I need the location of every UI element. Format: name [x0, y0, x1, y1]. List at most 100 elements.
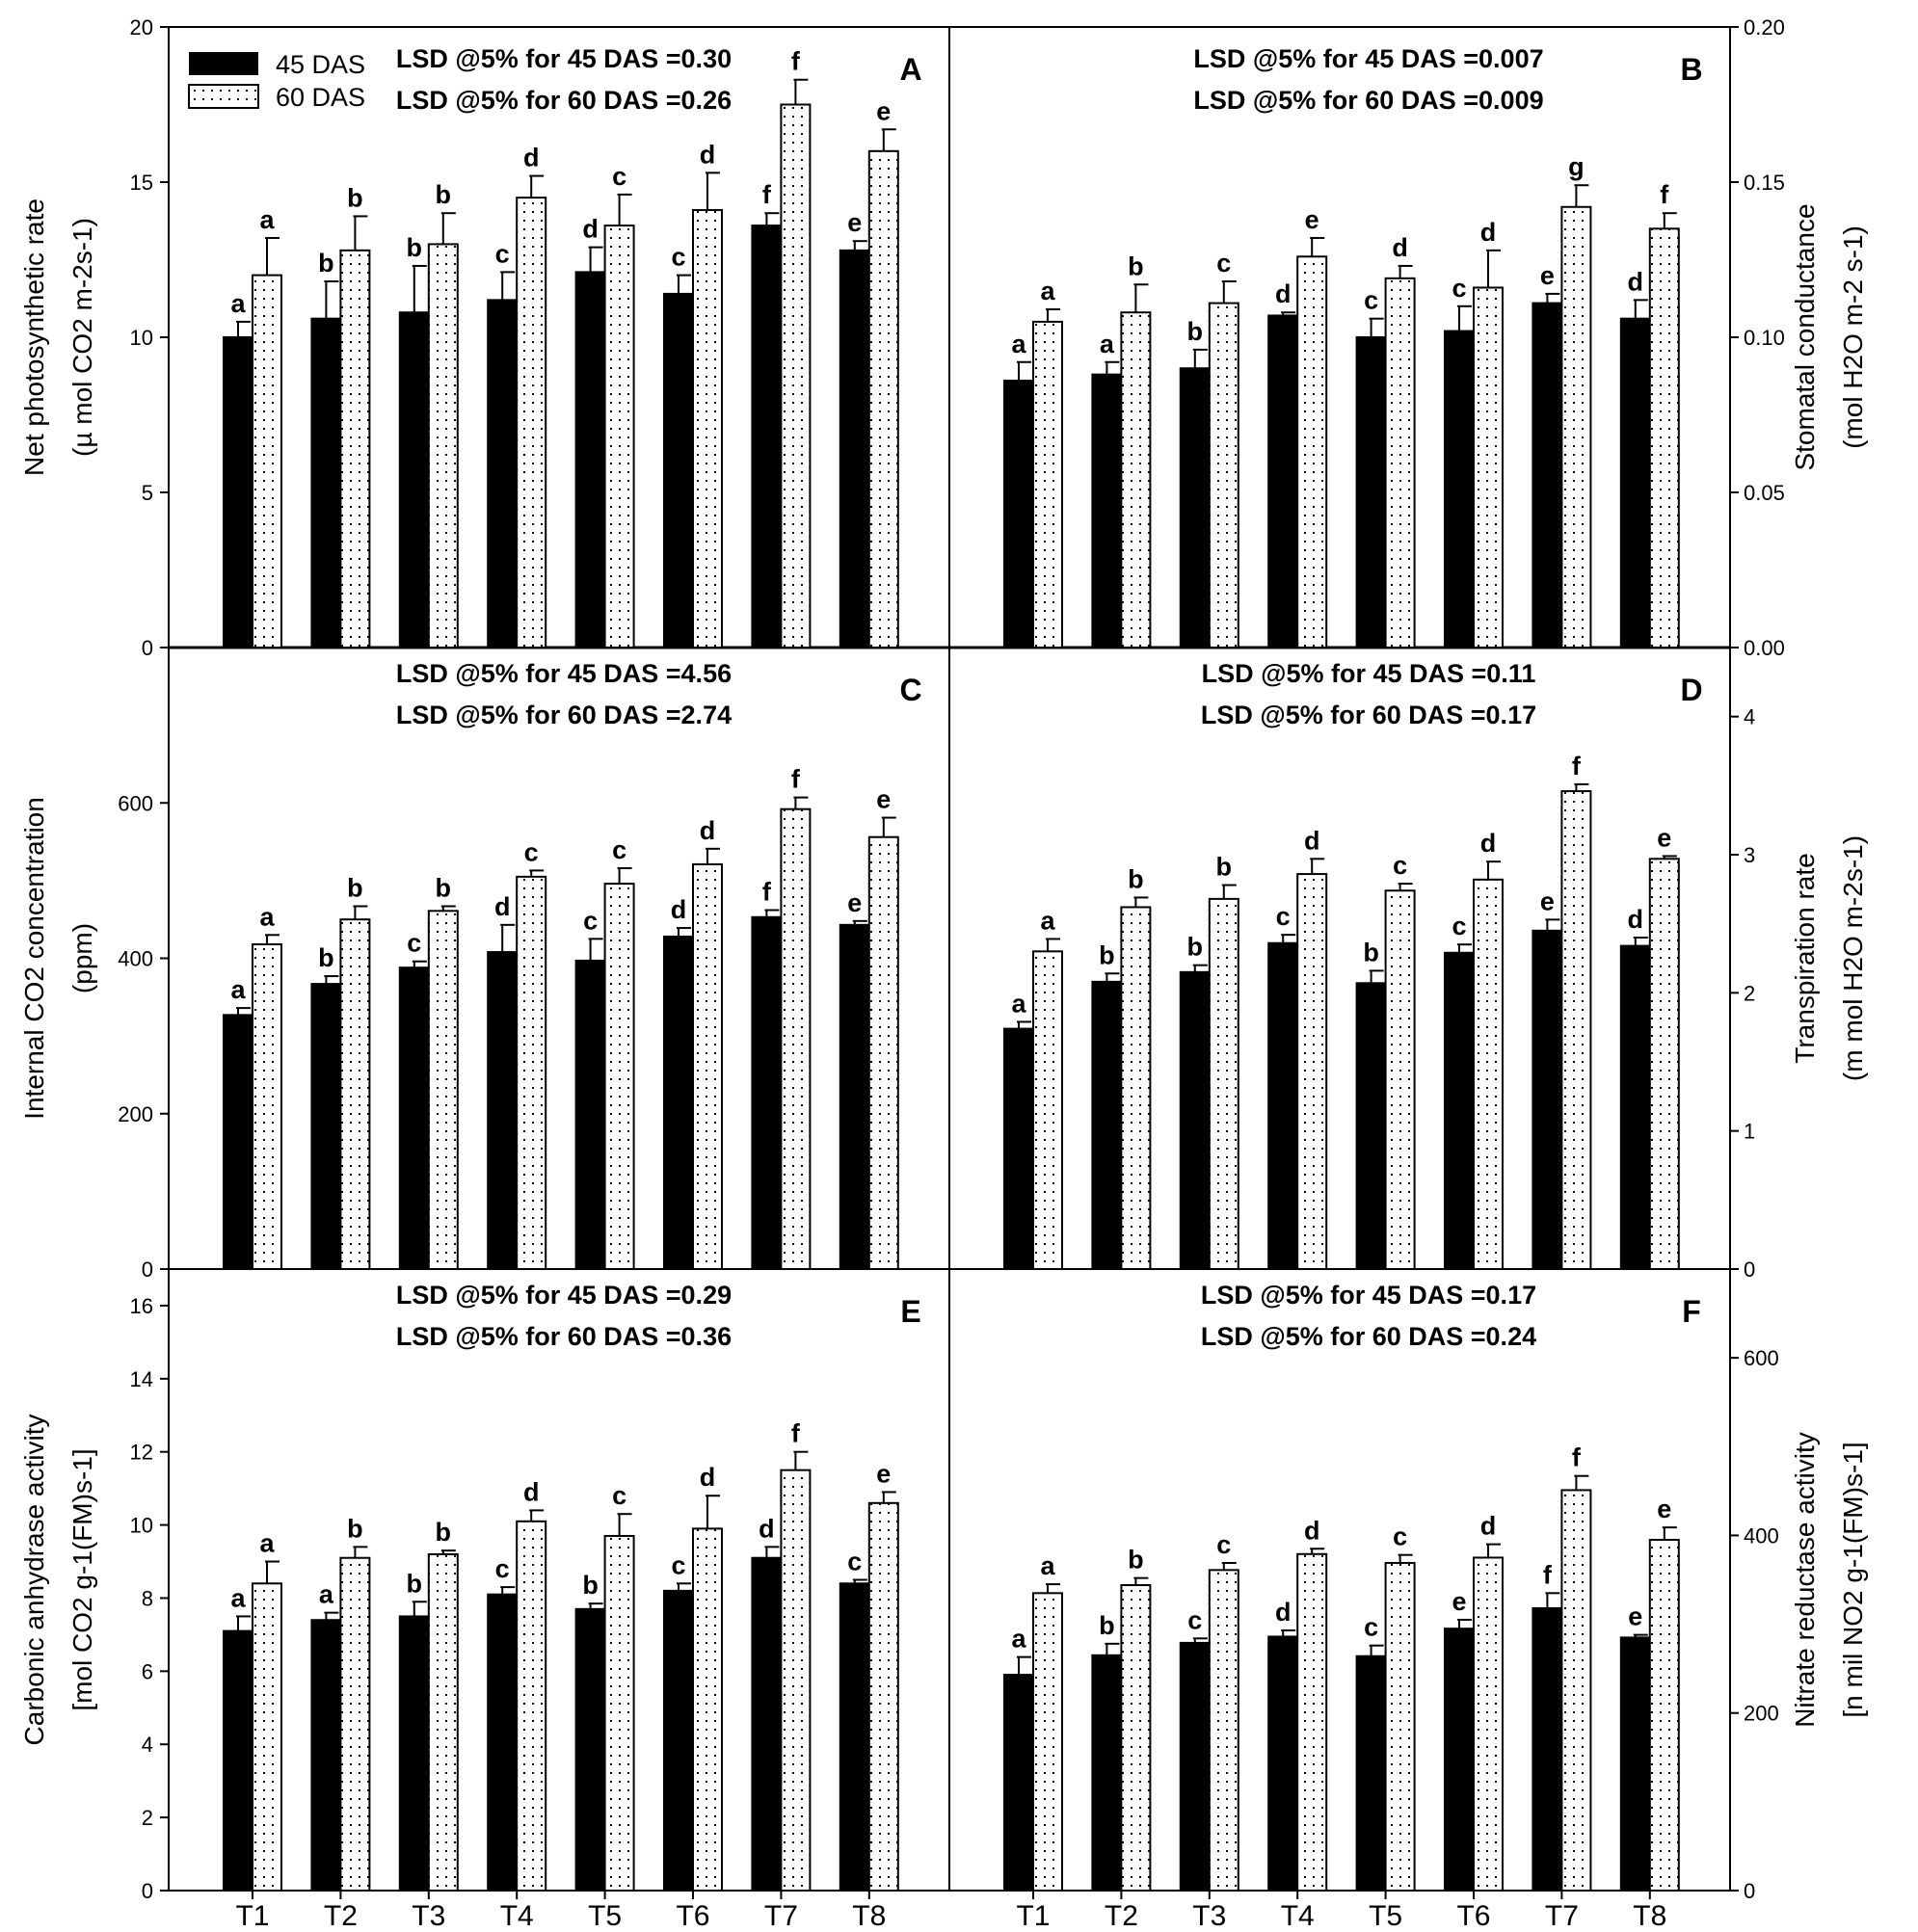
significance-letter: f: [791, 1419, 801, 1448]
bar-60das: [339, 918, 371, 1270]
panel-e: 0 2 4 6 8 10 12 14 16 Carbonic anhydrase activity…: [19, 1281, 921, 1932]
bar-60das: [252, 274, 282, 648]
significance-letter: b: [436, 1518, 452, 1547]
bar-45das: [1444, 951, 1475, 1270]
x-tick-label: T8: [1633, 1900, 1666, 1932]
legend-swatch-45das: [189, 52, 258, 75]
significance-letter: b: [1187, 933, 1204, 962]
bar-60das: [1032, 320, 1063, 648]
y-tick-label: 0: [1744, 1257, 1755, 1282]
y-axis-label: Transpiration rate: [1790, 853, 1820, 1063]
bar-60das: [1384, 277, 1416, 648]
significance-letter: a: [1040, 277, 1055, 305]
significance-letter: c: [583, 906, 598, 935]
y-tick-label: 5: [142, 481, 153, 505]
bar-60das: [1120, 906, 1152, 1270]
bar-45das: [574, 1607, 606, 1892]
bar-45das: [839, 249, 870, 648]
significance-letter: d: [1628, 267, 1644, 296]
y-axis-unit-label: (mol H2O m-2 s-1): [1838, 225, 1868, 449]
bar-60das: [692, 1527, 723, 1892]
significance-letter: d: [1275, 1598, 1292, 1627]
significance-letter: a: [1100, 330, 1115, 358]
bar-45das: [310, 983, 342, 1270]
bar-45das: [310, 317, 342, 648]
significance-letter: b: [436, 180, 452, 209]
significance-letter: c: [1216, 1530, 1231, 1559]
lsd-60das: LSD @5% for 60 DAS =0.24: [1201, 1322, 1536, 1351]
bar-45das: [1619, 944, 1651, 1270]
significance-letter: c: [407, 929, 421, 958]
bar-60das: [1648, 858, 1680, 1270]
bar-60das: [516, 197, 547, 648]
bar-45das: [574, 959, 606, 1270]
x-tick-label: T5: [1369, 1900, 1402, 1932]
significance-letter: c: [671, 243, 685, 272]
bar-45das: [1179, 1641, 1211, 1892]
significance-letter: c: [495, 1554, 510, 1583]
bar-45das: [1532, 1606, 1563, 1892]
significance-letter: a: [1011, 330, 1026, 358]
significance-letter: e: [847, 208, 862, 237]
bar-60das: [1296, 1552, 1328, 1892]
bar-45das: [1355, 982, 1387, 1270]
bar-60das: [780, 807, 812, 1270]
significance-letter: b: [347, 873, 363, 902]
bar-60das: [252, 942, 282, 1270]
y-axis-label: Internal CO2 concentration: [19, 797, 49, 1120]
lsd-60das: LSD @5% for 60 DAS =0.26: [396, 86, 732, 115]
lsd-45das: LSD @5% for 45 DAS =0.007: [1193, 44, 1543, 73]
lsd-45das: LSD @5% for 45 DAS =0.17: [1201, 1281, 1536, 1310]
significance-letter: c: [612, 162, 626, 191]
bar-60das: [1560, 205, 1592, 648]
y-tick-label: 10: [130, 1514, 153, 1538]
bar-45das: [398, 1615, 430, 1892]
significance-letter: b: [318, 249, 334, 278]
bar-45das: [1267, 1635, 1299, 1892]
x-tick-label: T2: [1105, 1900, 1138, 1932]
bar-60das: [1208, 302, 1239, 648]
x-tick-label: T8: [852, 1900, 886, 1932]
significance-letter: c: [1364, 1613, 1378, 1642]
panel-letter: A: [899, 52, 921, 87]
panel-letter: B: [1680, 52, 1702, 87]
y-tick-label: 4: [1744, 705, 1755, 729]
significance-letter: a: [259, 205, 275, 234]
x-tick-label: T7: [764, 1900, 798, 1932]
legend: 45 DAS 60 DAS: [188, 50, 365, 112]
bar-45das: [1003, 380, 1034, 648]
y-axis-unit-label: (m mol H2O m-2s-1): [1838, 835, 1868, 1081]
significance-letter: d: [494, 892, 511, 921]
legend-swatch-60das: [188, 84, 259, 109]
significance-letter: b: [1216, 853, 1233, 882]
significance-letter: b: [582, 1571, 599, 1600]
y-tick-label: 14: [130, 1367, 153, 1391]
significance-letter: b: [347, 183, 363, 212]
significance-letter: d: [1628, 905, 1644, 934]
bar-60das: [867, 835, 899, 1270]
y-axis-unit-label: [n mil NO2 g-1(FM)s-1]: [1838, 1442, 1868, 1717]
x-tick-label: T6: [676, 1900, 709, 1932]
y-tick-label: 12: [130, 1441, 153, 1465]
bar-45das: [1355, 1654, 1387, 1892]
bar-60das: [516, 875, 547, 1270]
significance-letter: b: [1099, 940, 1115, 969]
y-tick-label: 10: [130, 326, 153, 350]
bar-45das: [663, 1589, 694, 1892]
significance-letter: d: [700, 140, 716, 169]
bar-45das: [1091, 980, 1123, 1270]
y-tick-label: 0: [142, 1257, 153, 1282]
bar-60das: [1648, 227, 1680, 649]
significance-letter: b: [436, 873, 452, 902]
bar-60das: [692, 208, 723, 648]
bar-45das: [1532, 929, 1563, 1270]
lsd-60das: LSD @5% for 60 DAS =0.009: [1193, 86, 1543, 115]
y-tick-label: 0: [142, 1879, 153, 1903]
bar-45das: [1619, 1636, 1651, 1892]
bar-45das: [1179, 970, 1211, 1270]
significance-letter: a: [1011, 1625, 1026, 1654]
lsd-60das: LSD @5% for 60 DAS =0.17: [1201, 701, 1536, 729]
bar-45das: [663, 292, 694, 648]
bar-45das: [1267, 941, 1299, 1270]
significance-letter: f: [791, 47, 801, 76]
